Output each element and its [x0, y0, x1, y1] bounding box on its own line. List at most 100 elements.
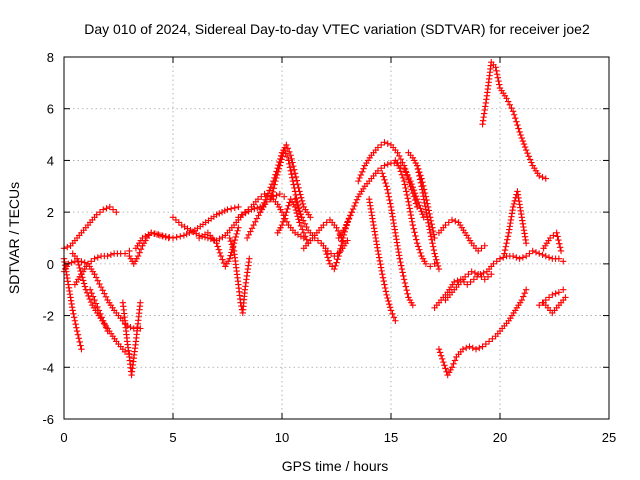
data-point-marker [282, 150, 289, 157]
data-point-marker [402, 184, 409, 192]
data-point-marker [503, 239, 510, 247]
data-point-marker [351, 202, 358, 210]
data-point-marker [88, 289, 95, 297]
data-point-marker [295, 205, 302, 212]
data-point-marker [536, 302, 543, 309]
data-point-marker [516, 255, 523, 262]
data-point-marker [383, 291, 390, 299]
data-point-marker [260, 199, 268, 207]
series-track-33 [496, 247, 567, 265]
data-point-marker [494, 74, 502, 81]
data-point-marker [274, 171, 281, 179]
data-point-marker [415, 243, 422, 250]
data-point-marker [258, 205, 265, 213]
data-point-marker [560, 258, 567, 265]
data-point-marker [234, 227, 241, 234]
data-point-marker [226, 255, 233, 262]
data-point-marker [420, 214, 427, 221]
data-point-marker [427, 263, 434, 270]
data-point-marker [387, 200, 394, 207]
data-point-marker [291, 170, 299, 177]
data-point-marker [555, 289, 563, 296]
data-point-marker [97, 283, 105, 291]
data-point-marker [542, 175, 549, 182]
data-point-marker [409, 221, 416, 229]
data-point-marker [301, 220, 309, 227]
data-point-marker [488, 271, 495, 278]
data-point-marker [285, 157, 292, 164]
series-track-05 [86, 286, 111, 335]
x-tick-label: 20 [493, 430, 507, 445]
x-tick-label: 5 [169, 430, 176, 445]
data-point-marker [418, 183, 425, 190]
data-point-marker [448, 216, 456, 224]
x-tick-label: 0 [60, 430, 67, 445]
data-point-marker [521, 143, 529, 151]
data-point-marker [360, 165, 367, 172]
data-point-marker [214, 243, 221, 250]
data-point-marker [437, 352, 445, 359]
data-point-marker [374, 167, 382, 174]
data-point-marker [439, 355, 446, 363]
data-point-marker [521, 289, 528, 297]
data-point-marker [398, 171, 406, 178]
data-point-marker [520, 293, 527, 300]
data-point-marker [465, 271, 472, 278]
data-point-marker [440, 358, 447, 366]
data-point-marker [493, 258, 500, 265]
data-point-marker [228, 241, 236, 248]
data-point-marker [300, 229, 307, 237]
data-point-marker [407, 208, 414, 215]
data-point-marker [102, 293, 110, 301]
data-point-marker [553, 229, 560, 237]
data-point-marker [400, 162, 408, 169]
data-point-marker [481, 242, 488, 249]
data-point-marker [503, 95, 510, 102]
data-point-marker [386, 300, 393, 308]
data-point-marker [407, 211, 415, 219]
data-point-marker [74, 258, 82, 265]
data-point-marker [81, 259, 88, 266]
data-point-marker [320, 221, 327, 229]
data-point-marker [417, 205, 424, 212]
data-point-marker [245, 206, 252, 213]
plot-frame [63, 56, 610, 420]
data-point-marker [289, 159, 296, 166]
data-point-marker [218, 208, 226, 216]
data-point-marker [509, 252, 517, 260]
data-point-marker [107, 251, 115, 259]
data-point-marker [502, 243, 510, 250]
data-point-marker [413, 236, 420, 243]
data-point-marker [288, 171, 295, 178]
data-point-marker [421, 199, 428, 207]
data-point-marker [85, 292, 92, 300]
data-point-marker [427, 229, 434, 237]
data-point-marker [89, 293, 97, 300]
data-point-marker [359, 168, 366, 176]
data-point-marker [379, 170, 386, 177]
data-point-marker [554, 233, 561, 240]
data-point-marker [150, 230, 158, 237]
data-point-marker [102, 324, 110, 331]
data-point-marker [100, 317, 107, 324]
data-point-marker [403, 169, 410, 176]
data-point-marker [470, 276, 478, 283]
data-point-marker [289, 177, 297, 185]
data-point-marker [518, 134, 525, 142]
data-point-marker [478, 273, 485, 280]
x-tick-label: 15 [384, 430, 398, 445]
data-point-marker [520, 140, 528, 148]
data-point-marker [216, 249, 224, 257]
data-point-marker [299, 200, 307, 208]
data-point-marker [98, 314, 105, 321]
data-point-marker [403, 287, 410, 294]
data-point-marker [314, 237, 322, 244]
data-point-marker [297, 211, 304, 218]
data-point-marker [282, 212, 289, 219]
data-point-marker [322, 247, 329, 255]
data-point-marker [156, 232, 164, 239]
data-point-marker [246, 255, 253, 262]
data-point-marker [555, 255, 563, 262]
data-point-marker [555, 236, 562, 244]
